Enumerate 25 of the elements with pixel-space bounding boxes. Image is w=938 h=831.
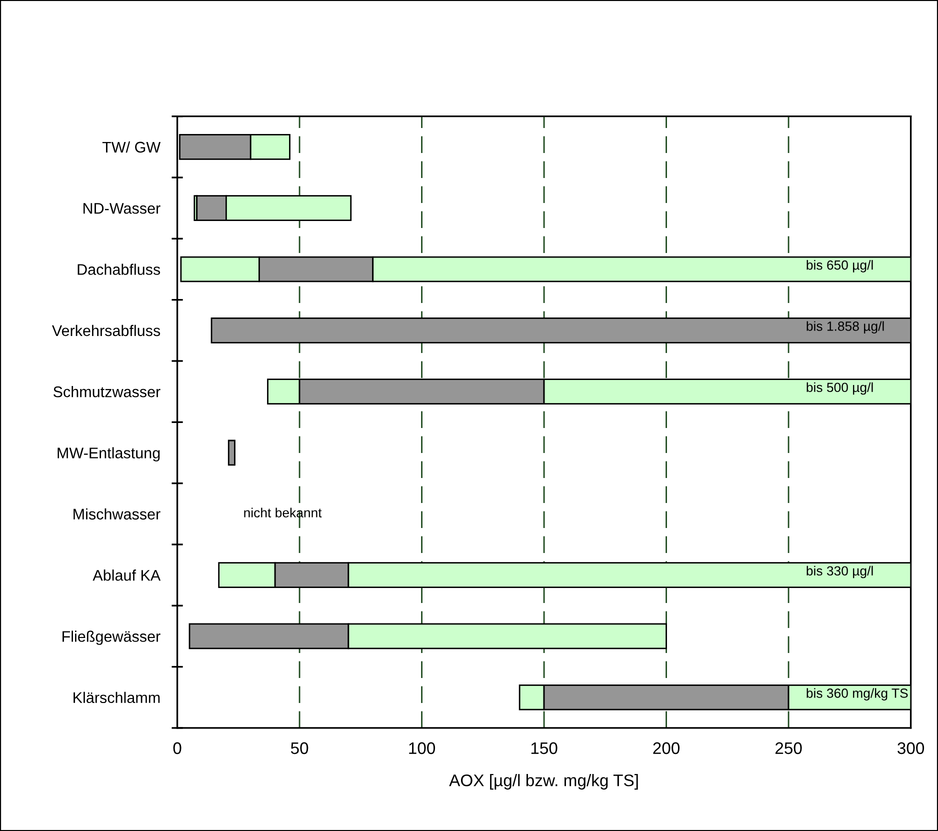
x-tick-label: 250 xyxy=(775,742,802,754)
x-tick-label: 300 xyxy=(898,742,924,754)
x-tick-label: 0 xyxy=(173,742,182,754)
y-tick-label: Klärschlamm xyxy=(74,692,160,704)
y-tick-label: Ablauf KA xyxy=(92,570,161,581)
bar xyxy=(228,440,236,466)
x-axis-title: AOX [µg/l bzw. mg/kg TS] xyxy=(449,774,638,790)
y-tick-label: Mischwasser xyxy=(74,508,160,520)
annotation: bis 1.858 µg/l xyxy=(806,321,884,334)
annotation: bis 360 mg/kg TS xyxy=(806,688,908,700)
annotation: nicht bekannt xyxy=(244,508,322,518)
y-tick-label: Schmutzwasser xyxy=(53,386,160,398)
y-tick-label: TW/ GW xyxy=(102,141,161,153)
annotation: bis 500 µg/l xyxy=(806,382,873,395)
annotation: bis 650 µg/l xyxy=(806,260,873,272)
x-tick-label: 100 xyxy=(409,742,436,754)
y-tick-label: ND-Wasser xyxy=(84,203,160,214)
x-tick-label: 150 xyxy=(531,742,558,754)
annotation: bis 330 µg/l xyxy=(806,566,873,578)
y-tick-label: MW-Entlastung xyxy=(58,447,160,462)
x-tick-label: 50 xyxy=(290,742,308,754)
y-tick-label: Verkehrsabfluss xyxy=(52,324,160,336)
x-tick-label: 200 xyxy=(653,742,680,754)
y-tick-label: Dachabfluss xyxy=(78,264,160,275)
y-tick-label: Fließgewässer xyxy=(62,630,160,645)
